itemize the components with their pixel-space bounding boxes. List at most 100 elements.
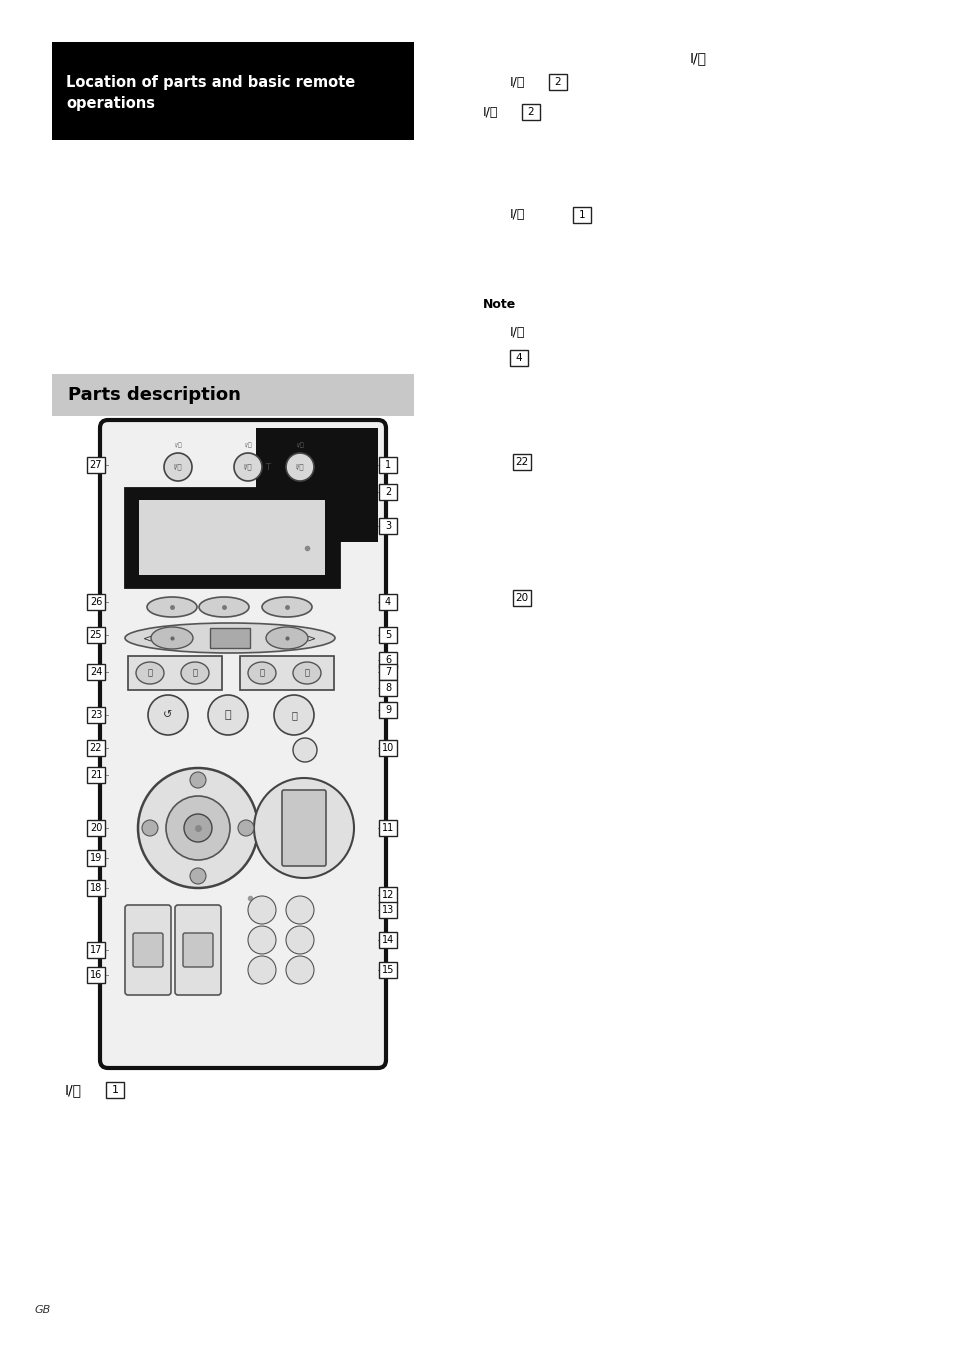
FancyBboxPatch shape xyxy=(510,350,527,366)
Text: ⏮: ⏮ xyxy=(259,668,264,677)
Text: <: < xyxy=(143,633,152,644)
Circle shape xyxy=(166,796,230,860)
FancyBboxPatch shape xyxy=(378,680,396,696)
FancyBboxPatch shape xyxy=(378,484,396,500)
FancyBboxPatch shape xyxy=(378,821,396,836)
Text: I/⏻: I/⏻ xyxy=(173,464,182,470)
FancyBboxPatch shape xyxy=(378,702,396,718)
Text: 27: 27 xyxy=(90,460,102,470)
FancyBboxPatch shape xyxy=(513,589,531,606)
Circle shape xyxy=(148,695,188,735)
Text: 16: 16 xyxy=(90,969,102,980)
Text: >: > xyxy=(307,633,316,644)
Text: 20: 20 xyxy=(90,823,102,833)
Text: 15: 15 xyxy=(381,965,394,975)
Ellipse shape xyxy=(262,598,312,617)
FancyBboxPatch shape xyxy=(87,664,105,680)
FancyBboxPatch shape xyxy=(128,656,222,690)
Text: I/⏻: I/⏻ xyxy=(295,464,304,470)
Text: ⏮: ⏮ xyxy=(148,668,152,677)
Ellipse shape xyxy=(136,662,164,684)
Text: 9: 9 xyxy=(384,704,391,715)
FancyBboxPatch shape xyxy=(139,500,325,575)
Text: 23: 23 xyxy=(90,710,102,721)
Circle shape xyxy=(190,772,206,788)
FancyBboxPatch shape xyxy=(106,1082,124,1098)
FancyBboxPatch shape xyxy=(378,963,396,977)
Text: 1: 1 xyxy=(112,1086,118,1095)
Ellipse shape xyxy=(181,662,209,684)
FancyBboxPatch shape xyxy=(521,104,539,120)
Ellipse shape xyxy=(248,662,275,684)
Text: 2: 2 xyxy=(554,77,560,87)
FancyBboxPatch shape xyxy=(87,457,105,473)
FancyBboxPatch shape xyxy=(548,74,566,91)
FancyBboxPatch shape xyxy=(378,664,396,680)
Text: 22: 22 xyxy=(515,457,528,466)
Text: Location of parts and basic remote
operations: Location of parts and basic remote opera… xyxy=(66,74,355,111)
Text: 7: 7 xyxy=(384,667,391,677)
Text: 13: 13 xyxy=(381,904,394,915)
FancyBboxPatch shape xyxy=(87,707,105,723)
FancyBboxPatch shape xyxy=(87,627,105,644)
Text: ⏯: ⏯ xyxy=(225,710,231,721)
FancyBboxPatch shape xyxy=(282,790,326,867)
Text: 26: 26 xyxy=(90,598,102,607)
FancyBboxPatch shape xyxy=(256,429,377,542)
Text: I/⏻: I/⏻ xyxy=(482,105,497,119)
Circle shape xyxy=(184,814,212,842)
FancyBboxPatch shape xyxy=(378,518,396,534)
Text: 4: 4 xyxy=(384,598,391,607)
FancyBboxPatch shape xyxy=(52,42,414,141)
Circle shape xyxy=(253,777,354,877)
Text: 18: 18 xyxy=(90,883,102,894)
FancyBboxPatch shape xyxy=(100,420,386,1068)
Text: 2: 2 xyxy=(527,107,534,118)
Text: 6: 6 xyxy=(384,654,391,665)
Circle shape xyxy=(274,695,314,735)
FancyBboxPatch shape xyxy=(378,740,396,756)
Text: ↺: ↺ xyxy=(163,710,172,721)
FancyBboxPatch shape xyxy=(87,821,105,836)
Ellipse shape xyxy=(125,623,335,653)
Text: I/⏻: I/⏻ xyxy=(295,442,304,448)
Text: I/⏻: I/⏻ xyxy=(689,51,706,65)
Circle shape xyxy=(237,821,253,836)
FancyBboxPatch shape xyxy=(210,627,250,648)
FancyBboxPatch shape xyxy=(87,740,105,756)
Text: ⏭: ⏭ xyxy=(304,668,309,677)
Ellipse shape xyxy=(151,627,193,649)
Text: 21: 21 xyxy=(90,771,102,780)
FancyBboxPatch shape xyxy=(378,627,396,644)
Circle shape xyxy=(286,453,314,481)
Text: I/⏻: I/⏻ xyxy=(510,76,525,88)
Text: GB: GB xyxy=(35,1305,51,1315)
FancyBboxPatch shape xyxy=(573,207,590,223)
FancyBboxPatch shape xyxy=(132,933,163,967)
Text: 14: 14 xyxy=(381,936,394,945)
Circle shape xyxy=(286,926,314,955)
FancyBboxPatch shape xyxy=(378,902,396,918)
Circle shape xyxy=(233,453,262,481)
Text: 3: 3 xyxy=(384,521,391,531)
Text: 1: 1 xyxy=(384,460,391,470)
Circle shape xyxy=(142,821,158,836)
Text: I/⏻: I/⏻ xyxy=(510,208,525,222)
Text: I/⏻: I/⏻ xyxy=(510,326,525,338)
FancyBboxPatch shape xyxy=(183,933,213,967)
Text: 12: 12 xyxy=(381,890,394,900)
Text: Parts description: Parts description xyxy=(68,387,240,404)
Text: 1: 1 xyxy=(578,210,585,220)
FancyBboxPatch shape xyxy=(378,652,396,668)
Text: I/⏻: I/⏻ xyxy=(65,1083,82,1096)
Text: Note: Note xyxy=(482,297,516,311)
FancyBboxPatch shape xyxy=(87,942,105,959)
Text: 8: 8 xyxy=(384,683,391,694)
Circle shape xyxy=(248,896,275,923)
Circle shape xyxy=(286,896,314,923)
Ellipse shape xyxy=(293,662,320,684)
FancyBboxPatch shape xyxy=(174,904,221,995)
FancyBboxPatch shape xyxy=(378,594,396,610)
Text: 10: 10 xyxy=(381,744,394,753)
Text: 4: 4 xyxy=(516,353,521,362)
